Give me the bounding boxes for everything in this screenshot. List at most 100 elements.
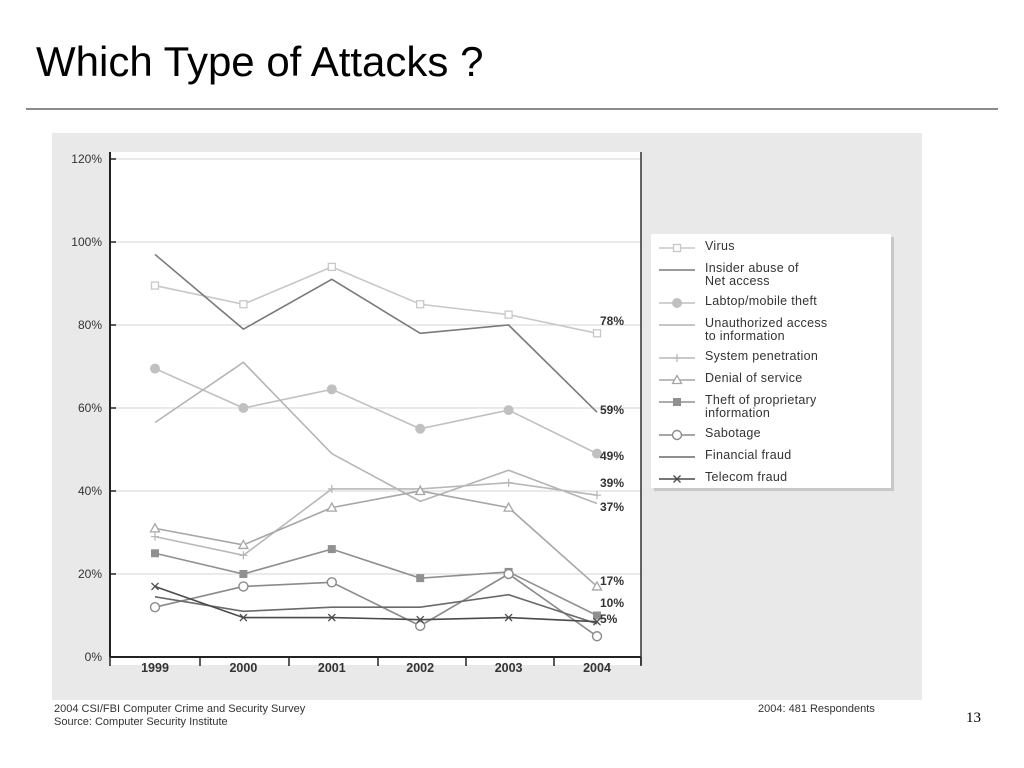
legend-marker [671, 374, 683, 385]
series-virus [150, 262, 602, 338]
y-tick-label: 80% [78, 318, 102, 332]
legend-item: Telecom fraud [651, 471, 891, 491]
legend-marker [673, 354, 681, 362]
data-point-denial-of-service [237, 539, 250, 550]
legend-item: Financial fraud [651, 449, 891, 469]
end-value-label: 39% [600, 476, 624, 490]
legend-item: Sabotage [651, 427, 891, 447]
series-financial-fraud [154, 593, 598, 625]
data-point-theft-of-proprietary-information [151, 549, 159, 558]
series-line-theft-of-proprietary-information [154, 548, 598, 617]
series-line-telecom-fraud [154, 585, 598, 623]
x-tick-label: 2000 [229, 661, 257, 675]
data-point-labtop-mobile-theft [150, 363, 160, 374]
axis-labels: 0% 20% 40% 60% 80% 100% 120% 1999 2000 2001 2002 20… [71, 152, 642, 675]
line-chart: 0% 20% 40% 60% 80% 100% 120% 1999 2000 2001 2002 20… [71, 152, 642, 675]
legend-label: Financial fraud [705, 448, 792, 462]
end-value-label: 78% [600, 314, 624, 328]
y-tick-label: 60% [78, 401, 102, 415]
data-point-telecom-fraud [239, 613, 248, 622]
data-point-system-penetration [151, 532, 159, 541]
data-point-system-penetration [327, 484, 336, 493]
data-point-labtop-mobile-theft [415, 423, 426, 434]
data-point-labtop-mobile-theft [238, 403, 249, 413]
data-point-denial-of-service [149, 522, 161, 533]
legend-swatch [659, 456, 695, 458]
legend-marker [673, 475, 681, 483]
legend-swatch [659, 429, 695, 441]
data-point-sabotage [149, 602, 161, 613]
data-point-telecom-fraud [416, 615, 425, 624]
data-point-system-penetration [504, 478, 513, 487]
slide-title: Which Type of Attacks ? [36, 38, 484, 85]
series-line-sabotage [154, 573, 598, 637]
data-point-labtop-mobile-theft [326, 384, 337, 395]
legend-label: Insider abuse of Net access [705, 261, 799, 288]
data-point-sabotage [591, 631, 603, 642]
end-value-label: 49% [600, 449, 624, 463]
legend-swatch [659, 298, 695, 308]
legend-item: Unauthorized access to information [651, 317, 891, 343]
data-point-labtop-mobile-theft [592, 448, 602, 459]
end-value-label: 59% [600, 403, 624, 417]
data-point-telecom-fraud [151, 582, 159, 591]
data-point-theft-of-proprietary-information [593, 611, 601, 620]
series-telecom-fraud [151, 582, 601, 626]
data-point-virus [239, 300, 248, 309]
series-line-labtop-mobile-theft [154, 367, 598, 455]
y-tick-label: 40% [78, 484, 102, 498]
legend-marker [671, 429, 683, 441]
end-value-labels: 78% 59% 49% 39% 37% 17% 10% 5% [600, 314, 624, 626]
legend-item: Insider abuse of Net access [651, 262, 891, 288]
title-divider [26, 108, 998, 110]
data-point-virus [327, 262, 336, 272]
legend-label: System penetration [705, 349, 819, 363]
data-point-virus [150, 281, 160, 290]
y-tick-label: 120% [71, 152, 102, 166]
data-point-denial-of-service [591, 580, 603, 591]
data-point-theft-of-proprietary-information [416, 574, 425, 583]
x-tick-label: 1999 [141, 661, 169, 675]
x-tick-label: 2001 [318, 661, 346, 675]
data-point-virus [416, 300, 425, 309]
data-point-sabotage [238, 581, 249, 592]
legend-item: Virus [651, 240, 891, 260]
legend-swatch [659, 324, 695, 326]
legend-swatch [659, 243, 695, 253]
data-point-denial-of-service [326, 501, 338, 512]
legend-label: Virus [705, 239, 735, 253]
data-point-telecom-fraud [593, 617, 601, 626]
series-line-financial-fraud [154, 593, 598, 625]
legend-item: Theft of proprietary information [651, 394, 891, 420]
data-point-sabotage [503, 568, 514, 580]
series-line-insider-abuse-of-net-access [154, 253, 598, 413]
x-tick-label: 2002 [406, 661, 434, 675]
data-point-system-penetration [593, 491, 601, 500]
legend-marker [672, 243, 682, 253]
chart-legend: Virus Insider abuse of Net access Labtop/m… [651, 234, 891, 488]
legend-label: Denial of service [705, 371, 803, 385]
legend-marker [672, 298, 682, 308]
data-point-virus [592, 329, 602, 338]
legend-label: Sabotage [705, 426, 761, 440]
end-value-label: 10% [600, 596, 624, 610]
legend-swatch [659, 269, 695, 271]
series-denial-of-service [149, 485, 603, 591]
end-value-label: 5% [600, 612, 618, 626]
respondents-note: 2004: 481 Respondents [758, 703, 875, 715]
data-point-telecom-fraud [504, 613, 513, 622]
grid-lines [110, 158, 641, 575]
legend-marker [673, 398, 681, 406]
x-tick-label: 2004 [583, 661, 611, 675]
end-value-label: 17% [600, 574, 624, 588]
data-point-theft-of-proprietary-information [239, 570, 248, 578]
y-tick-label: 100% [71, 235, 102, 249]
legend-item: Labtop/mobile theft [651, 295, 891, 315]
legend-item: Denial of service [651, 372, 891, 392]
data-point-telecom-fraud [327, 613, 336, 622]
series-line-unauthorized-access-to-information [154, 361, 598, 505]
legend-item: System penetration [651, 350, 891, 370]
series-group [149, 253, 603, 642]
legend-swatch [659, 398, 695, 406]
data-point-system-penetration [239, 551, 248, 560]
